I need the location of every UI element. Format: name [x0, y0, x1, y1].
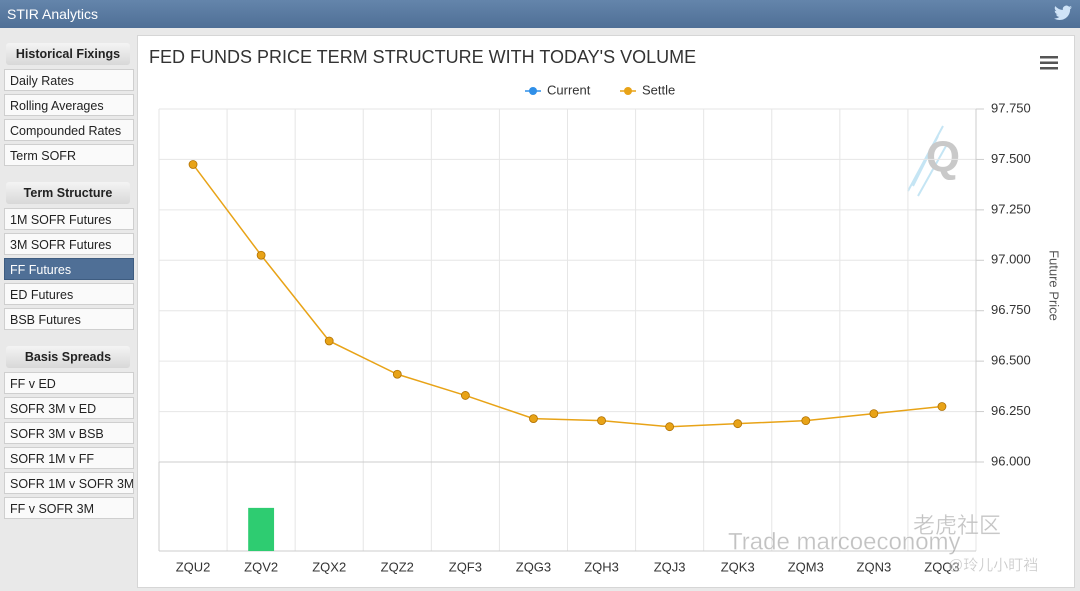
spacer	[4, 333, 134, 343]
data-point	[256, 250, 266, 260]
y-tick-label: 96.000	[991, 453, 1031, 468]
y-tick-label: 97.750	[991, 100, 1031, 115]
y-tick-label: 96.750	[991, 302, 1031, 317]
data-point	[869, 409, 879, 418]
data-point	[392, 369, 402, 379]
y-tick-label: 97.250	[991, 201, 1031, 216]
watermark: 老虎社区	[913, 513, 1001, 538]
watermark: @玲儿小盯裆	[948, 557, 1038, 574]
data-point	[733, 419, 743, 429]
nav-item[interactable]: Compounded Rates	[4, 119, 134, 141]
legend-label: Current	[547, 82, 591, 97]
data-point	[801, 416, 811, 426]
group-header: Historical Fixings	[6, 43, 130, 65]
x-tick-label: ZQX2	[312, 559, 346, 574]
legend-marker	[529, 87, 537, 95]
y-tick-label: 97.000	[991, 252, 1031, 267]
group-header: Basis Spreads	[6, 346, 130, 368]
series-line	[192, 164, 943, 428]
nav-item[interactable]: 3M SOFR Futures	[4, 233, 134, 255]
x-tick-label: ZQM3	[788, 559, 824, 574]
menu-icon[interactable]	[1040, 56, 1058, 70]
x-tick-label: ZQG3	[516, 559, 551, 574]
data-point	[188, 160, 198, 169]
nav-item[interactable]: FF Futures	[4, 258, 134, 280]
nav-item[interactable]: Term SOFR	[4, 144, 134, 166]
data-point	[937, 402, 947, 411]
app-title: STIR Analytics	[7, 6, 99, 22]
data-point	[324, 336, 334, 346]
twitter-icon[interactable]	[1054, 5, 1072, 21]
x-tick-label: ZQV2	[244, 559, 278, 574]
nav-item[interactable]: SOFR 3M v BSB	[4, 422, 134, 444]
x-tick-label: ZQN3	[857, 559, 892, 574]
nav-item[interactable]: Daily Rates	[4, 69, 134, 91]
x-tick-label: ZQH3	[584, 559, 619, 574]
chart: FED FUNDS PRICE TERM STRUCTURE WITH TODA…	[149, 47, 1062, 575]
x-tick-label: ZQK3	[721, 559, 755, 574]
data-point	[529, 414, 538, 424]
sidebar: Historical Fixings Daily Rates Rolling Ave…	[4, 40, 134, 522]
volume-bar	[248, 507, 275, 551]
nav-item[interactable]: FF v SOFR 3M	[4, 497, 134, 519]
chart-title: FED FUNDS PRICE TERM STRUCTURE WITH TODA…	[149, 47, 696, 67]
legend-marker	[624, 87, 632, 95]
legend-label: Settle	[642, 82, 675, 97]
y-tick-label: 97.500	[991, 151, 1031, 166]
nav-item[interactable]: SOFR 3M v ED	[4, 397, 134, 419]
watermark: Trade marcoeconomy	[728, 528, 961, 555]
nav-item[interactable]: SOFR 1M v FF	[4, 447, 134, 469]
nav-item[interactable]: FF v ED	[4, 372, 134, 394]
nav-item[interactable]: SOFR 1M v SOFR 3M	[4, 472, 134, 494]
nav-item[interactable]: Rolling Averages	[4, 94, 134, 116]
group-header: Term Structure	[6, 182, 130, 204]
chart-panel: FED FUNDS PRICE TERM STRUCTURE WITH TODA…	[137, 35, 1075, 588]
logo: Q	[907, 125, 960, 197]
x-tick-label: ZQU2	[176, 559, 211, 574]
data-point	[460, 391, 470, 400]
spacer	[4, 169, 134, 179]
nav-item[interactable]: ED Futures	[4, 283, 134, 305]
y-tick-label: 96.500	[991, 353, 1031, 368]
x-tick-label: ZQQ3	[924, 559, 959, 574]
y-tick-label: 96.250	[991, 403, 1031, 418]
x-tick-label: ZQF3	[449, 559, 482, 574]
x-tick-label: ZQJ3	[654, 559, 686, 574]
nav-item[interactable]: 1M SOFR Futures	[4, 208, 134, 230]
svg-text:Q: Q	[926, 133, 960, 182]
y-axis-title: Future Price	[1047, 250, 1062, 321]
top-bar: STIR Analytics	[0, 0, 1080, 28]
data-point	[665, 422, 675, 432]
x-tick-label: ZQZ2	[381, 559, 414, 574]
data-point	[597, 416, 606, 426]
nav-item[interactable]: BSB Futures	[4, 308, 134, 330]
